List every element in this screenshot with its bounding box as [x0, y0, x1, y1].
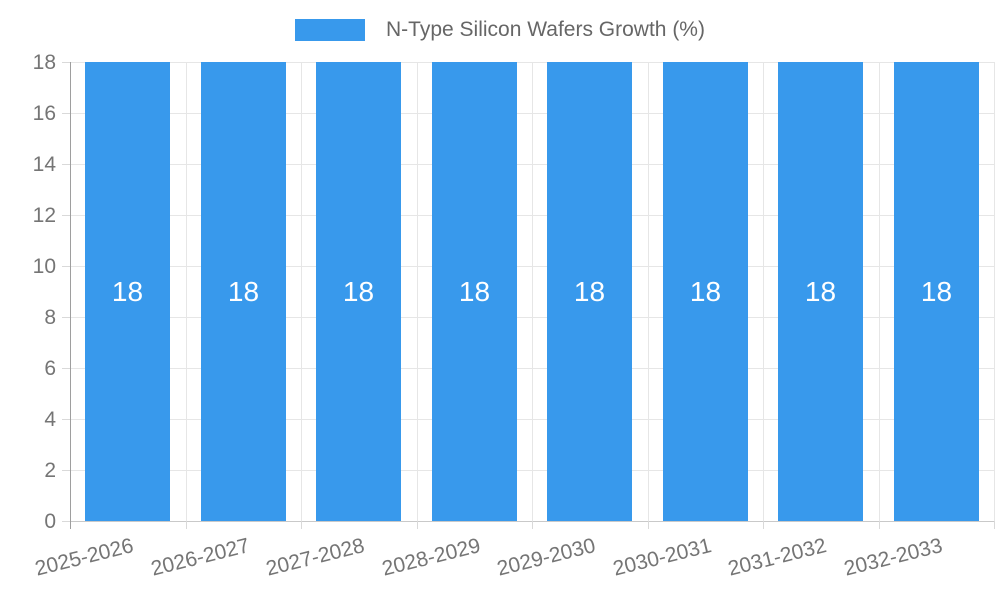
x-tick-mark: [879, 521, 880, 529]
bar: 18: [201, 62, 286, 521]
legend-label: N-Type Silicon Wafers Growth (%): [386, 18, 705, 41]
x-tick-mark: [994, 521, 995, 529]
x-tick-mark: [532, 521, 533, 529]
y-tick-mark: [62, 62, 70, 63]
bar-value-label: 18: [111, 275, 144, 307]
y-axis-tick-label: 8: [44, 306, 56, 329]
x-axis-tick-label: 2029-2030: [495, 534, 599, 581]
x-tick-mark: [417, 521, 418, 529]
y-tick-mark: [62, 215, 70, 216]
y-axis-tick-label: 16: [32, 102, 56, 125]
y-axis-tick-label: 2: [44, 459, 56, 482]
y-tick-mark: [62, 317, 70, 318]
x-axis-tick-label: 2025-2026: [33, 534, 137, 581]
x-gridline: [994, 62, 995, 521]
bar-value-label: 18: [458, 275, 491, 307]
legend-item[interactable]: N-Type Silicon Wafers Growth (%): [295, 17, 705, 43]
y-axis-tick-label: 4: [44, 408, 56, 431]
y-axis-tick-label: 12: [32, 204, 56, 227]
y-axis-tick-label: 0: [44, 510, 56, 533]
x-tick-mark: [763, 521, 764, 529]
x-gridline: [186, 62, 187, 521]
y-axis-tick-label: 10: [32, 255, 56, 278]
x-gridline: [417, 62, 418, 521]
y-tick-mark: [62, 368, 70, 369]
bar-value-label: 18: [227, 275, 260, 307]
y-tick-mark: [62, 113, 70, 114]
legend-swatch-icon: [295, 19, 366, 41]
bar: 18: [547, 62, 632, 521]
legend: N-Type Silicon Wafers Growth (%): [0, 17, 1000, 43]
bar-value-label: 18: [573, 275, 606, 307]
bar: 18: [432, 62, 517, 521]
x-gridline: [648, 62, 649, 521]
x-tick-mark: [186, 521, 187, 529]
y-tick-mark: [62, 419, 70, 420]
y-tick-mark: [62, 521, 70, 522]
x-axis-tick-label: 2031-2032: [726, 534, 830, 581]
x-axis-tick-label: 2026-2027: [148, 534, 252, 581]
bar: 18: [894, 62, 979, 521]
y-tick-mark: [62, 470, 70, 471]
x-tick-mark: [301, 521, 302, 529]
x-tick-mark: [70, 521, 71, 529]
bar: 18: [316, 62, 401, 521]
y-axis-tick-label: 6: [44, 357, 56, 380]
x-tick-mark: [648, 521, 649, 529]
x-gridline: [879, 62, 880, 521]
x-axis-tick-label: 2027-2028: [264, 534, 368, 581]
y-tick-mark: [62, 266, 70, 267]
bar: 18: [778, 62, 863, 521]
x-gridline: [763, 62, 764, 521]
x-axis-tick-label: 2030-2031: [610, 534, 714, 581]
x-gridline: [70, 62, 71, 521]
x-gridline: [532, 62, 533, 521]
y-tick-mark: [62, 164, 70, 165]
x-gridline: [301, 62, 302, 521]
bar-value-label: 18: [920, 275, 953, 307]
bar-value-label: 18: [689, 275, 722, 307]
bar: 18: [85, 62, 170, 521]
bar: 18: [663, 62, 748, 521]
x-axis-tick-label: 2032-2033: [841, 534, 945, 581]
y-axis-tick-label: 14: [32, 153, 56, 176]
bar-value-label: 18: [804, 275, 837, 307]
x-axis-tick-label: 2028-2029: [379, 534, 483, 581]
bar-value-label: 18: [342, 275, 375, 307]
y-axis-tick-label: 18: [32, 51, 56, 74]
